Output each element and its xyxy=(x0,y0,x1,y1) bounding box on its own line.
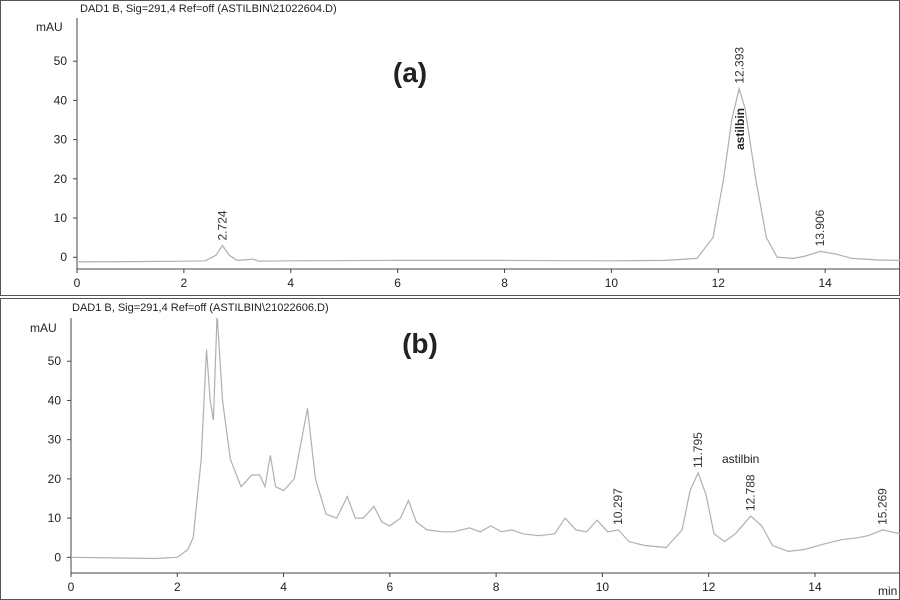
y-axis-label: mAU xyxy=(30,321,57,335)
x-tick-label: 10 xyxy=(596,580,610,594)
x-tick-label: 0 xyxy=(68,580,75,594)
y-axis-label: mAU xyxy=(36,20,63,34)
panel-header: DAD1 B, Sig=291,4 Ref=off (ASTILBIN\2102… xyxy=(72,302,329,314)
x-axis-label: min xyxy=(878,584,897,598)
peak-label: 11.795 xyxy=(691,432,705,468)
compound-label: astilbin xyxy=(722,452,759,466)
x-tick-label: 12 xyxy=(702,580,716,594)
y-tick-label: 30 xyxy=(54,133,68,147)
x-tick-label: 2 xyxy=(174,580,181,594)
y-tick-label: 30 xyxy=(48,433,62,447)
x-tick-label: 14 xyxy=(819,276,833,290)
x-tick-label: 10 xyxy=(605,276,619,290)
peak-label: 10.297 xyxy=(611,488,625,525)
peak-label: 13.906 xyxy=(813,209,827,246)
y-tick-label: 10 xyxy=(48,511,62,525)
y-tick-label: 10 xyxy=(54,211,68,225)
panel-label: (b) xyxy=(402,328,438,359)
peak-label: 12.393 xyxy=(732,47,746,84)
y-tick-label: 40 xyxy=(54,93,68,107)
panel-frame xyxy=(0,298,900,600)
x-tick-label: 0 xyxy=(74,276,81,290)
panel-frame xyxy=(0,0,900,296)
y-tick-label: 40 xyxy=(48,393,62,407)
y-tick-label: 0 xyxy=(54,550,61,564)
panel-header: DAD1 B, Sig=291,4 Ref=off (ASTILBIN\2102… xyxy=(80,3,337,15)
y-tick-label: 20 xyxy=(54,172,68,186)
x-tick-label: 2 xyxy=(181,276,188,290)
compound-label: astilbin xyxy=(733,108,747,150)
x-tick-label: 12 xyxy=(712,276,726,290)
peak-label: 2.724 xyxy=(216,210,230,240)
x-tick-label: 8 xyxy=(501,276,508,290)
x-tick-label: 4 xyxy=(287,276,294,290)
x-tick-label: 8 xyxy=(493,580,500,594)
y-tick-label: 0 xyxy=(60,250,67,264)
peak-label: 12.788 xyxy=(744,474,758,511)
x-tick-label: 4 xyxy=(280,580,287,594)
chromatogram-trace xyxy=(71,318,900,560)
peak-label: 15.269 xyxy=(875,488,889,525)
y-tick-label: 50 xyxy=(48,354,62,368)
x-tick-label: 14 xyxy=(808,580,822,594)
y-tick-label: 20 xyxy=(48,472,62,486)
y-tick-label: 50 xyxy=(54,54,68,68)
x-tick-label: 6 xyxy=(394,276,401,290)
chromatogram-trace xyxy=(77,86,900,263)
x-tick-label: 6 xyxy=(387,580,394,594)
panel-label: (a) xyxy=(393,57,427,88)
